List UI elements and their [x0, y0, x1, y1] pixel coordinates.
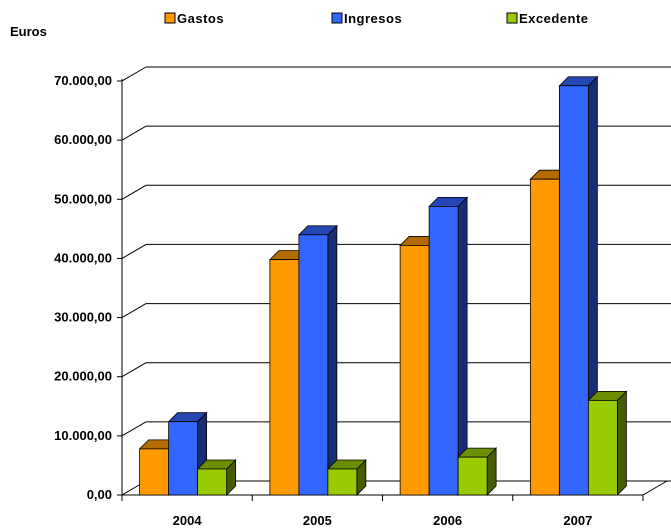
gridline-depth	[121, 303, 147, 319]
y-tick-label: 60.000,00	[54, 132, 112, 147]
gridline-depth	[121, 66, 147, 82]
bar	[558, 75, 599, 496]
x-tick-label: 2006	[433, 513, 462, 528]
bars	[138, 75, 628, 496]
y-tick-label: 70.000,00	[54, 73, 112, 88]
legend-swatch	[331, 12, 343, 24]
y-tick-label: 30.000,00	[54, 310, 112, 325]
x-tick-label: 2005	[303, 513, 332, 528]
gridline-depth	[121, 184, 147, 200]
legend-item: Excedente	[506, 11, 589, 26]
bar	[587, 390, 628, 496]
y-axis: 0,00 10.000,00 20.000,00 30.000,00 40.000,00…	[54, 73, 123, 502]
legend-swatch	[164, 12, 176, 24]
legend-label: Ingresos	[344, 11, 402, 26]
bar	[457, 447, 498, 496]
y-tick-label: 40.000,00	[54, 250, 112, 265]
bar	[326, 459, 367, 496]
y-tick-label: 50.000,00	[54, 191, 112, 206]
legend-label: Excedente	[519, 11, 589, 26]
gridline-depth	[121, 125, 147, 141]
gridline-depth	[121, 243, 147, 259]
gridline-depth	[121, 421, 147, 437]
y-tick-label: 10.000,00	[54, 428, 112, 443]
x-tick-label: 2007	[563, 513, 592, 528]
floor-edge	[642, 480, 668, 496]
bar	[297, 224, 338, 496]
bar	[196, 459, 237, 496]
y-axis-title: Euros	[10, 24, 47, 39]
legend-item: Gastos	[164, 11, 224, 26]
legend-item: Ingresos	[331, 11, 402, 26]
legend-label: Gastos	[177, 11, 224, 26]
legend-swatch	[506, 12, 518, 24]
x-tick-label: 2004	[173, 513, 203, 528]
gridline-depth	[121, 362, 147, 378]
bar	[428, 196, 469, 496]
y-tick-label: 20.000,00	[54, 369, 112, 384]
legend: Gastos Ingresos Excedente	[164, 11, 589, 26]
y-tick-label: 0,00	[87, 487, 112, 502]
